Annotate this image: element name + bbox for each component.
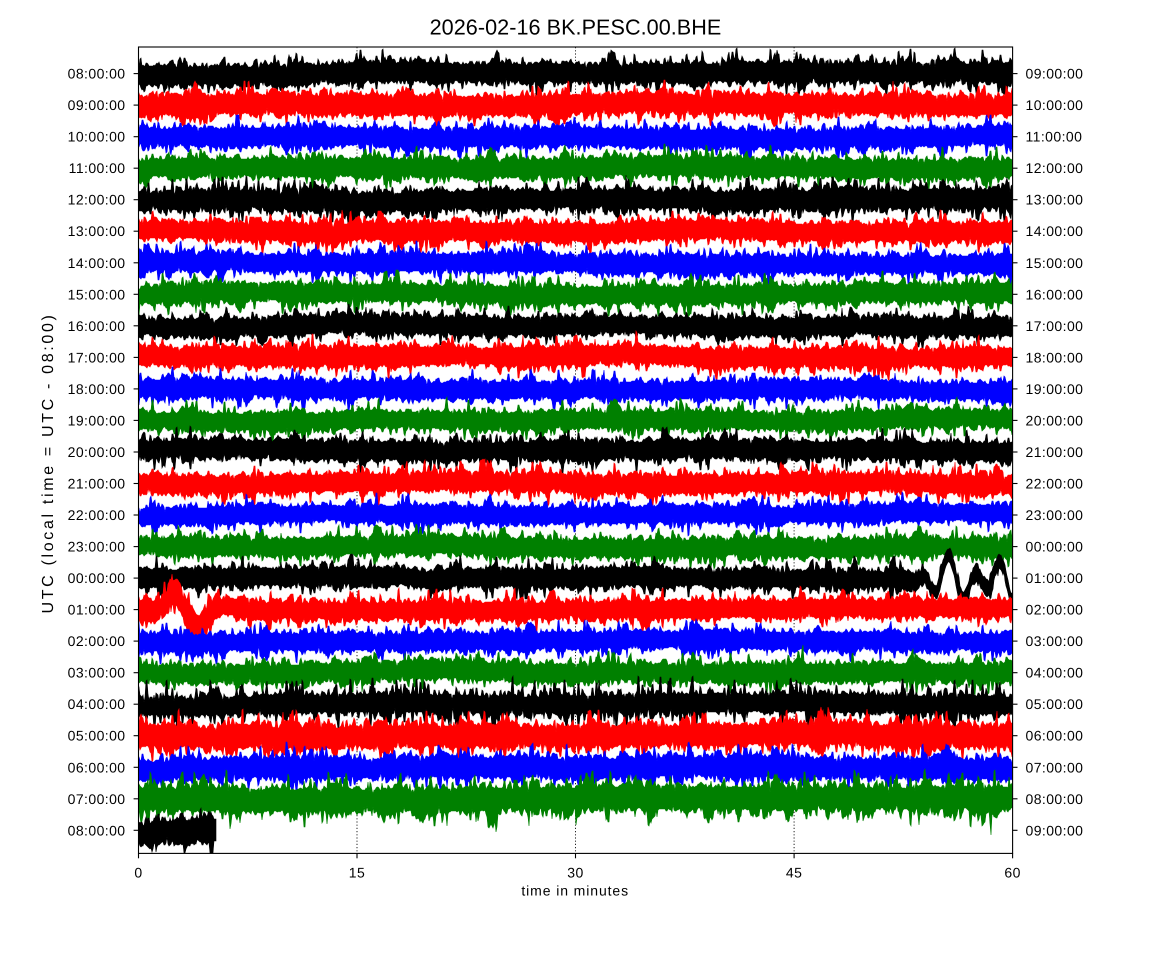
svg-text:20:00:00: 20:00:00 bbox=[1026, 412, 1084, 428]
svg-text:19:00:00: 19:00:00 bbox=[1026, 381, 1084, 397]
svg-text:05:00:00: 05:00:00 bbox=[68, 728, 126, 744]
svg-text:11:00:00: 11:00:00 bbox=[69, 160, 126, 176]
svg-text:12:00:00: 12:00:00 bbox=[68, 192, 126, 208]
svg-text:23:00:00: 23:00:00 bbox=[1026, 507, 1084, 523]
svg-text:15:00:00: 15:00:00 bbox=[68, 286, 126, 302]
svg-text:18:00:00: 18:00:00 bbox=[1026, 349, 1084, 365]
svg-text:00:00:00: 00:00:00 bbox=[1026, 539, 1084, 555]
svg-text:03:00:00: 03:00:00 bbox=[1026, 633, 1084, 649]
svg-text:02:00:00: 02:00:00 bbox=[1026, 602, 1084, 618]
svg-text:00:00:00: 00:00:00 bbox=[68, 570, 126, 586]
svg-text:14:00:00: 14:00:00 bbox=[1026, 223, 1084, 239]
svg-text:20:00:00: 20:00:00 bbox=[68, 444, 126, 460]
svg-text:19:00:00: 19:00:00 bbox=[68, 412, 126, 428]
svg-text:09:00:00: 09:00:00 bbox=[68, 97, 126, 113]
svg-text:01:00:00: 01:00:00 bbox=[1026, 570, 1084, 586]
svg-text:01:00:00: 01:00:00 bbox=[68, 602, 126, 618]
svg-text:21:00:00: 21:00:00 bbox=[1026, 444, 1084, 460]
svg-text:21:00:00: 21:00:00 bbox=[68, 476, 126, 492]
svg-text:07:00:00: 07:00:00 bbox=[68, 791, 126, 807]
svg-text:14:00:00: 14:00:00 bbox=[68, 255, 126, 271]
svg-text:10:00:00: 10:00:00 bbox=[68, 129, 126, 145]
svg-text:09:00:00: 09:00:00 bbox=[1026, 822, 1084, 838]
svg-text:time in minutes: time in minutes bbox=[521, 883, 629, 899]
svg-text:02:00:00: 02:00:00 bbox=[68, 633, 126, 649]
svg-text:13:00:00: 13:00:00 bbox=[1026, 192, 1084, 208]
svg-text:23:00:00: 23:00:00 bbox=[68, 539, 126, 555]
svg-text:12:00:00: 12:00:00 bbox=[1026, 160, 1084, 176]
svg-text:22:00:00: 22:00:00 bbox=[1026, 476, 1084, 492]
svg-text:UTC (local time = UTC - 08:00): UTC (local time = UTC - 08:00) bbox=[40, 312, 57, 613]
svg-text:15: 15 bbox=[349, 865, 365, 881]
svg-text:18:00:00: 18:00:00 bbox=[68, 381, 126, 397]
svg-text:05:00:00: 05:00:00 bbox=[1026, 696, 1084, 712]
svg-text:13:00:00: 13:00:00 bbox=[68, 223, 126, 239]
svg-text:17:00:00: 17:00:00 bbox=[1026, 318, 1084, 334]
svg-text:30: 30 bbox=[567, 865, 583, 881]
svg-text:06:00:00: 06:00:00 bbox=[68, 759, 126, 775]
svg-text:11:00:00: 11:00:00 bbox=[1026, 129, 1083, 145]
svg-text:17:00:00: 17:00:00 bbox=[68, 349, 126, 365]
svg-text:15:00:00: 15:00:00 bbox=[1026, 255, 1084, 271]
svg-text:22:00:00: 22:00:00 bbox=[68, 507, 126, 523]
svg-text:08:00:00: 08:00:00 bbox=[68, 66, 126, 82]
svg-text:04:00:00: 04:00:00 bbox=[1026, 665, 1084, 681]
svg-text:60: 60 bbox=[1004, 865, 1020, 881]
svg-text:09:00:00: 09:00:00 bbox=[1026, 66, 1084, 82]
svg-text:2026-02-16 BK.PESC.00.BHE: 2026-02-16 BK.PESC.00.BHE bbox=[430, 14, 722, 39]
svg-text:45: 45 bbox=[786, 865, 802, 881]
svg-text:06:00:00: 06:00:00 bbox=[1026, 728, 1084, 744]
svg-text:16:00:00: 16:00:00 bbox=[68, 318, 126, 334]
svg-text:04:00:00: 04:00:00 bbox=[68, 696, 126, 712]
svg-text:03:00:00: 03:00:00 bbox=[68, 665, 126, 681]
svg-text:10:00:00: 10:00:00 bbox=[1026, 97, 1084, 113]
svg-text:07:00:00: 07:00:00 bbox=[1026, 759, 1084, 775]
svg-text:08:00:00: 08:00:00 bbox=[68, 822, 126, 838]
svg-text:08:00:00: 08:00:00 bbox=[1026, 791, 1084, 807]
svg-text:0: 0 bbox=[134, 865, 142, 881]
svg-text:16:00:00: 16:00:00 bbox=[1026, 286, 1084, 302]
